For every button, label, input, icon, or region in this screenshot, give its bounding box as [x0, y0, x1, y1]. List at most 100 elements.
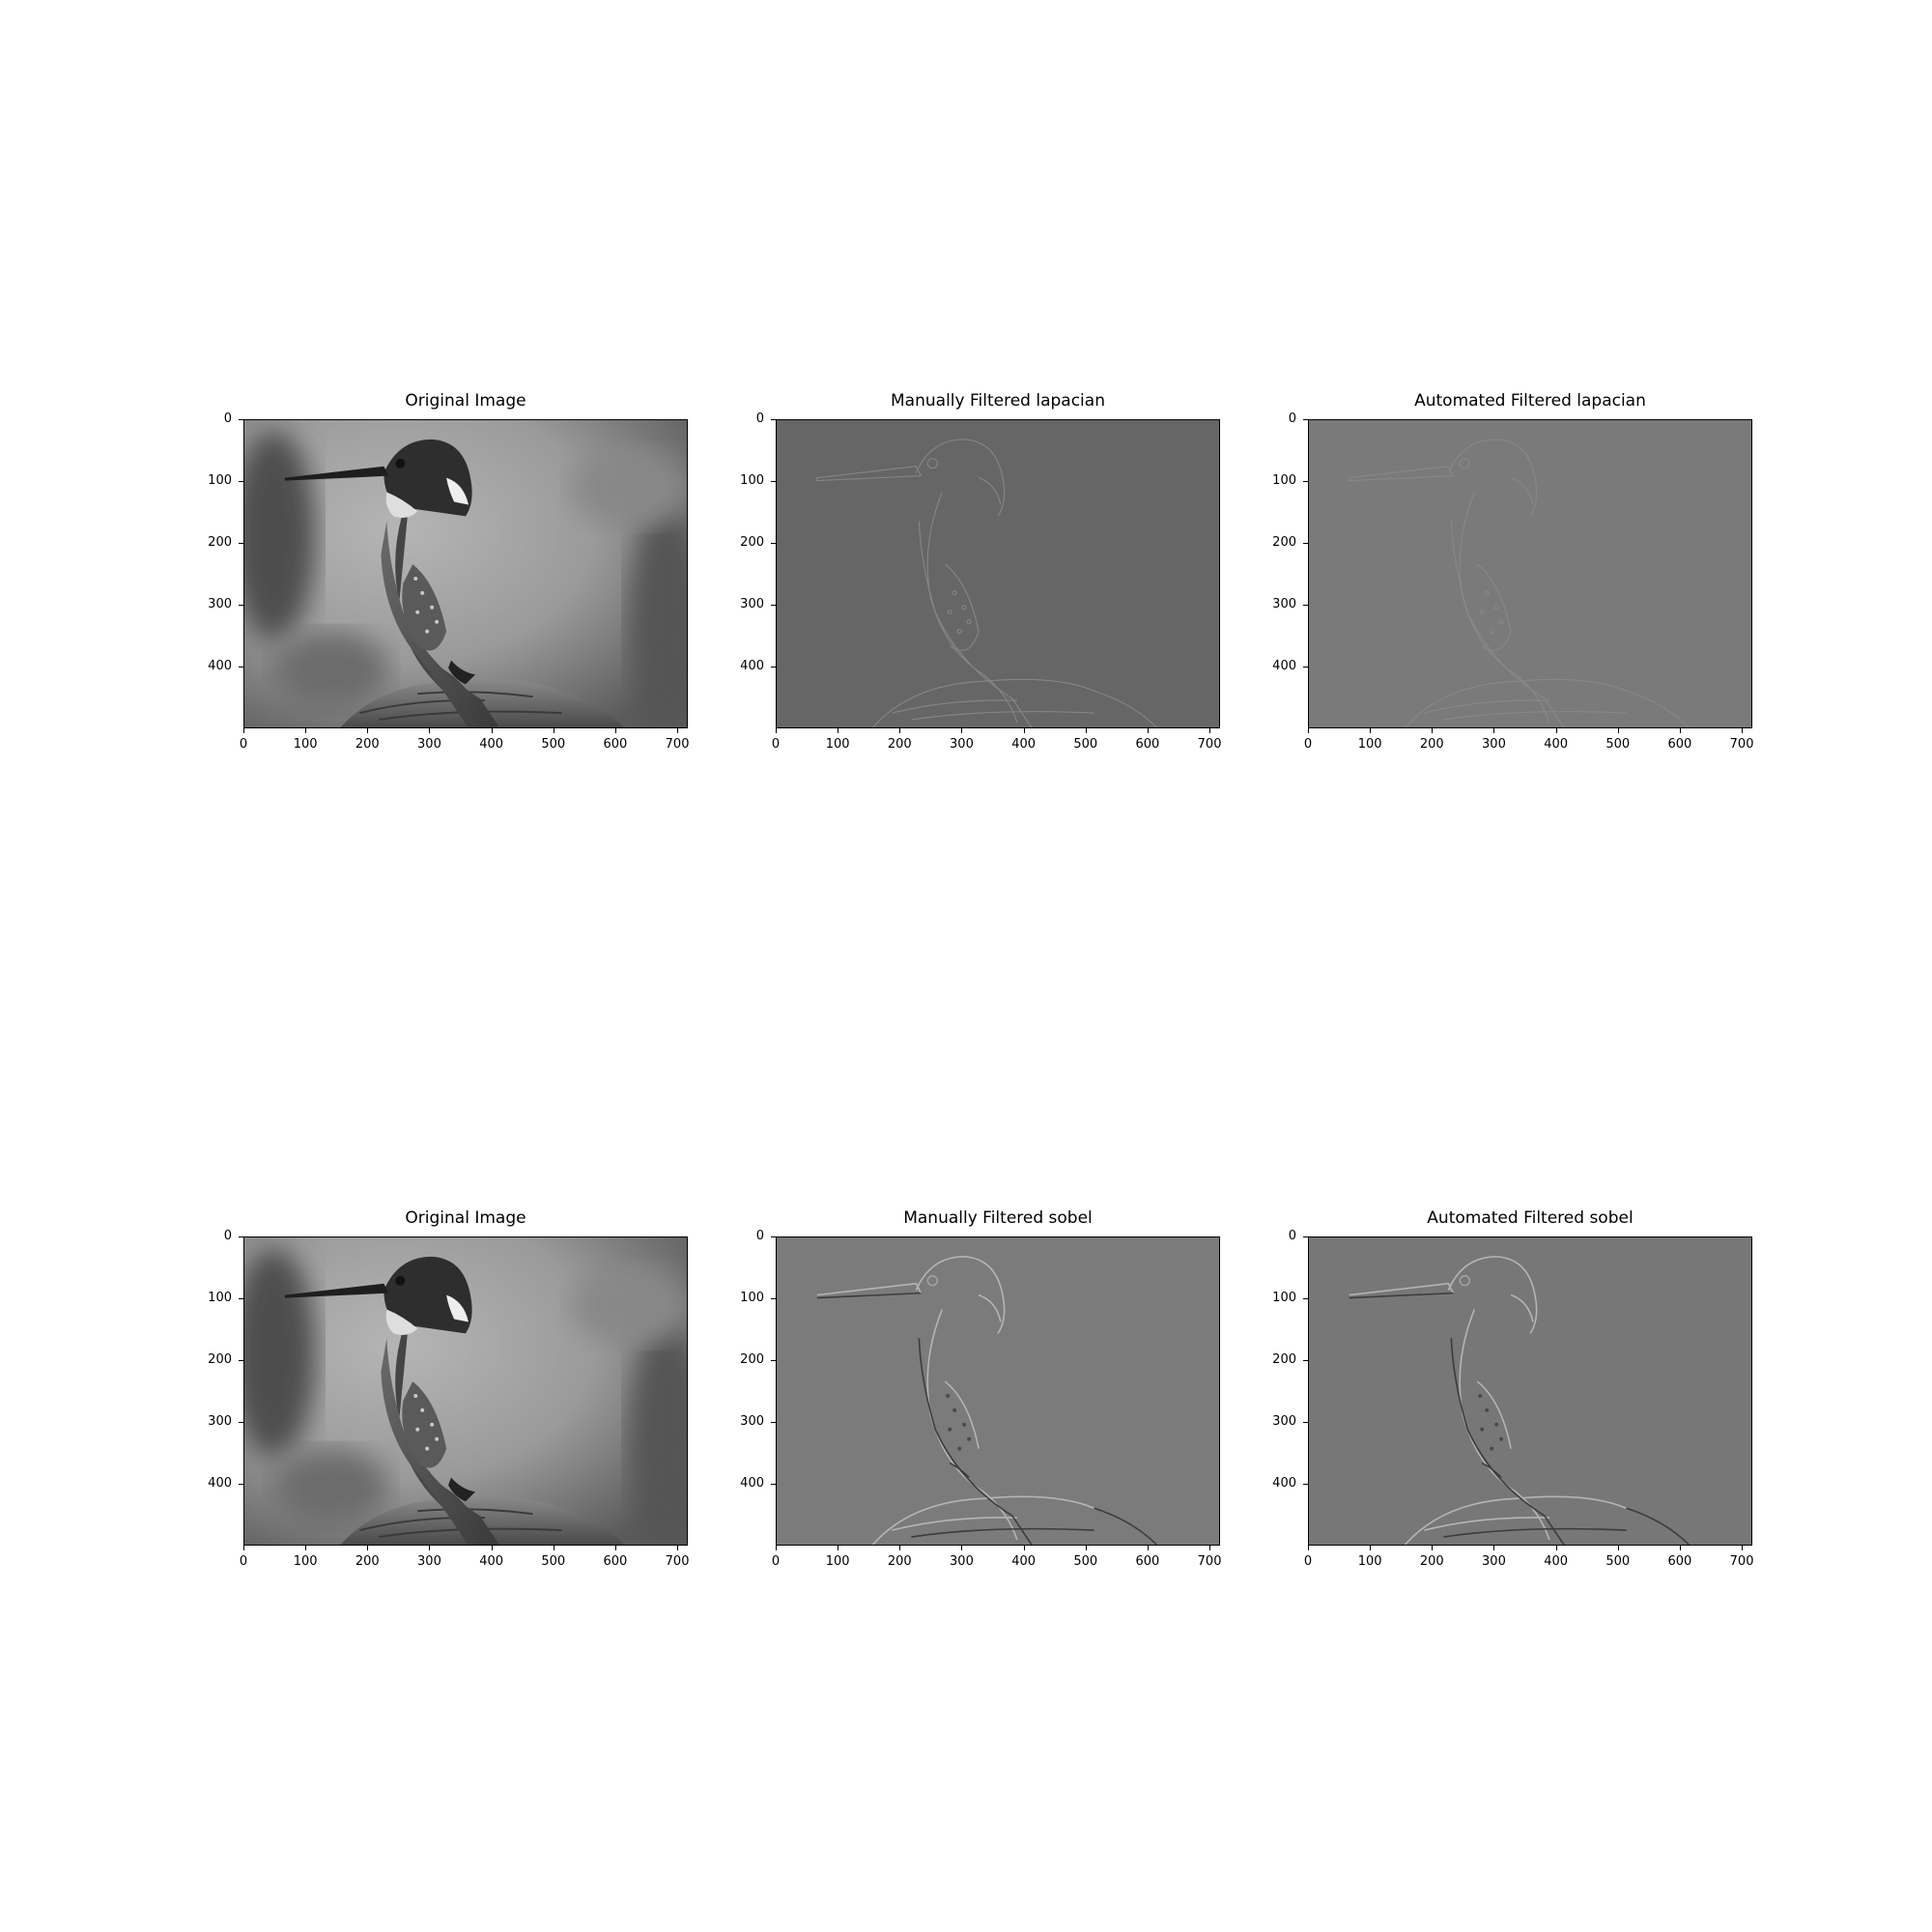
x-tick-label: 400 [479, 737, 504, 752]
y-tick-mark [239, 1484, 243, 1485]
x-tick-mark [429, 1546, 431, 1550]
y-tick-mark [1303, 1236, 1308, 1237]
image-frame [243, 1236, 688, 1546]
x-tick-label: 700 [1197, 737, 1222, 752]
y-tick-mark [771, 419, 776, 420]
y-tick-mark [239, 419, 243, 420]
y-tick-label: 100 [740, 473, 764, 488]
x-tick-label: 600 [1667, 1554, 1692, 1569]
panel-title: Automated Filtered lapacian [1414, 391, 1646, 411]
y-tick-label: 300 [740, 597, 764, 611]
x-tick-mark [1679, 1546, 1681, 1550]
image-frame [776, 419, 1220, 728]
panel-manual-sobel: Manually Filtered sobel 0 100 200 300 400 500… [740, 1208, 1221, 1569]
kingfisher-photo [244, 1237, 687, 1545]
x-tick-label: 400 [1544, 737, 1569, 752]
x-tick-label: 700 [665, 737, 690, 752]
y-tick-label: 0 [223, 412, 232, 426]
y-tick-label: 300 [208, 1414, 232, 1429]
x-tick-mark [776, 1546, 777, 1550]
y-tick-label: 100 [1272, 1291, 1296, 1305]
y-tick-label: 200 [208, 535, 232, 550]
y-tick-label: 400 [740, 659, 764, 673]
x-tick-label: 500 [1605, 1554, 1631, 1569]
y-tick-mark [1303, 605, 1308, 606]
x-tick-label: 600 [1135, 1554, 1160, 1569]
y-tick-label: 100 [1272, 473, 1296, 488]
x-tick-label: 200 [355, 737, 380, 752]
x-tick-label: 0 [1303, 737, 1313, 752]
image-frame [1308, 419, 1752, 728]
y-tick-label: 400 [740, 1476, 764, 1491]
y-tick-mark [239, 481, 243, 482]
x-tick-label: 0 [239, 737, 248, 752]
x-tick-mark [491, 1546, 493, 1550]
y-tick-label: 200 [740, 535, 764, 550]
x-tick-mark [1085, 1546, 1087, 1550]
x-tick-label: 200 [887, 1554, 912, 1569]
y-tick-label: 300 [740, 1414, 764, 1429]
y-tick-label: 0 [1288, 1229, 1296, 1243]
laplacian-edge-image [816, 439, 1157, 727]
x-tick-label: 700 [1729, 1554, 1754, 1569]
x-tick-label: 600 [603, 737, 628, 752]
x-tick-label: 0 [771, 737, 781, 752]
x-tick-mark [243, 1546, 244, 1550]
x-tick-mark [1617, 728, 1619, 733]
x-tick-label: 300 [950, 737, 974, 752]
x-tick-mark [1147, 728, 1149, 733]
x-tick-mark [1432, 728, 1434, 733]
x-tick-label: 200 [1419, 1554, 1444, 1569]
x-tick-mark [243, 728, 244, 733]
y-tick-mark [239, 543, 243, 544]
y-tick-mark [771, 481, 776, 482]
x-tick-mark [1370, 1546, 1372, 1550]
x-tick-label: 600 [603, 1554, 628, 1569]
y-tick-mark [1303, 1298, 1308, 1299]
x-tick-mark [961, 728, 963, 733]
x-tick-label: 400 [1011, 737, 1037, 752]
y-tick-label: 200 [1272, 535, 1296, 550]
x-tick-label: 700 [665, 1554, 690, 1569]
x-tick-label: 0 [771, 1554, 781, 1569]
y-tick-mark [771, 667, 776, 668]
x-tick-label: 0 [1303, 1554, 1313, 1569]
y-tick-label: 0 [755, 412, 764, 426]
x-tick-mark [776, 728, 777, 733]
image-frame [243, 419, 688, 728]
x-tick-label: 200 [887, 737, 912, 752]
x-tick-label: 400 [479, 1554, 504, 1569]
image-frame [776, 1236, 1220, 1546]
panel-title: Original Image [405, 391, 526, 411]
x-tick-label: 300 [950, 1554, 974, 1569]
sobel-edge-image [1349, 1256, 1690, 1545]
x-tick-label: 600 [1135, 737, 1160, 752]
y-tick-mark [239, 667, 243, 668]
y-tick-label: 300 [1272, 1414, 1296, 1429]
x-tick-label: 500 [1073, 1554, 1098, 1569]
x-tick-mark [677, 1546, 679, 1550]
panel-original-image-bottom: Original Image 0 100 200 300 400 500 600 700 0 10… [208, 1208, 689, 1569]
y-tick-mark [1303, 481, 1308, 482]
x-tick-mark [899, 728, 901, 733]
x-tick-label: 400 [1011, 1554, 1037, 1569]
y-tick-mark [239, 605, 243, 606]
y-tick-mark [1303, 543, 1308, 544]
image-frame [1308, 1236, 1752, 1546]
x-tick-mark [1555, 1546, 1557, 1550]
x-tick-mark [961, 1546, 963, 1550]
x-tick-mark [1742, 1546, 1744, 1550]
y-tick-label: 400 [208, 659, 232, 673]
x-tick-mark [1023, 728, 1025, 733]
y-tick-mark [239, 1360, 243, 1361]
x-tick-label: 100 [825, 737, 850, 752]
y-tick-mark [771, 543, 776, 544]
y-tick-label: 0 [223, 1229, 232, 1243]
x-tick-label: 100 [825, 1554, 850, 1569]
x-tick-label: 500 [1073, 737, 1098, 752]
panel-title: Original Image [405, 1208, 526, 1228]
y-tick-mark [1303, 1422, 1308, 1423]
x-tick-mark [614, 1546, 616, 1550]
x-tick-label: 500 [1605, 737, 1631, 752]
x-tick-mark [1617, 1546, 1619, 1550]
